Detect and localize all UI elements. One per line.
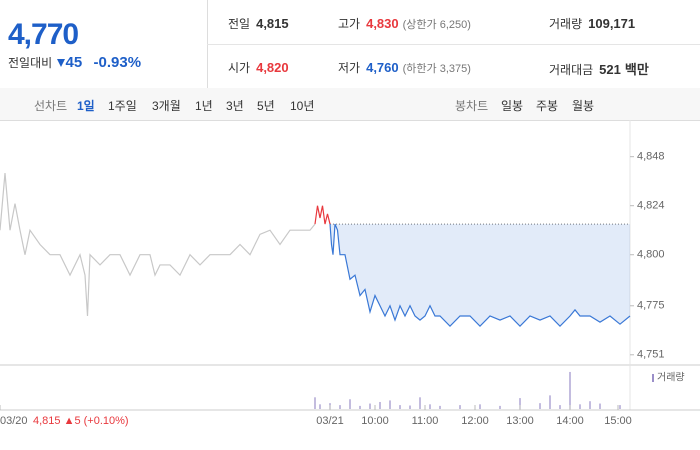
stat-value: 4,815 bbox=[256, 16, 289, 31]
price-line bbox=[329, 223, 631, 328]
x-tick-label: 11:00 bbox=[412, 415, 439, 427]
y-tick-label: 4,751 bbox=[637, 349, 665, 361]
stat-label: 거래대금 bbox=[549, 63, 594, 77]
stat-label: 전일 bbox=[228, 17, 251, 31]
stat-label: 시가 bbox=[228, 61, 251, 75]
x-tick-label: 15:00 bbox=[604, 415, 632, 427]
tab-group-label: 선차트 bbox=[34, 99, 68, 113]
stat-unit: 백만 bbox=[624, 62, 649, 77]
stat-value: 4,820 bbox=[256, 60, 289, 75]
x-tick-label: 13:00 bbox=[506, 415, 534, 427]
tab[interactable]: 1주일 bbox=[108, 99, 137, 113]
change-row: 전일대비 45 -0.93% bbox=[8, 54, 141, 71]
tab[interactable]: 3개월 bbox=[152, 99, 181, 113]
tab[interactable]: 3년 bbox=[226, 99, 244, 113]
stat-note: (하한가 3,375) bbox=[402, 63, 471, 75]
change-value: 45 bbox=[65, 54, 83, 71]
stat: 거래량 109,171 bbox=[549, 15, 635, 32]
x-tick-label: 03/20 bbox=[0, 415, 28, 427]
divider bbox=[207, 44, 700, 45]
area-fill bbox=[330, 224, 630, 327]
y-tick-label: 4,800 bbox=[637, 249, 665, 261]
price-line bbox=[0, 172, 316, 317]
down-icon bbox=[56, 59, 65, 67]
tab[interactable]: 주봉 bbox=[536, 99, 559, 113]
x-tick-label: 12:00 bbox=[461, 415, 489, 427]
tab-group-label: 봉차트 bbox=[455, 99, 489, 113]
change-label: 전일대비 bbox=[8, 56, 53, 70]
legend-swatch bbox=[652, 374, 654, 382]
y-tick-label: 4,824 bbox=[637, 200, 665, 212]
tab[interactable]: 5년 bbox=[257, 99, 275, 113]
price-line bbox=[314, 205, 331, 225]
stat: 시가 4,820 bbox=[228, 59, 289, 76]
stat: 거래대금 521 백만 bbox=[549, 59, 649, 78]
header: 4,770 전일대비 45 -0.93% 전일 4,815 고가 4,830 (상한가 … bbox=[0, 0, 700, 89]
stat: 전일 4,815 bbox=[228, 15, 289, 32]
stat-value: 109,171 bbox=[588, 16, 636, 31]
tab[interactable]: 일봉 bbox=[501, 99, 524, 113]
stat-value: 521 bbox=[599, 62, 621, 77]
stat-note: (상한가 6,250) bbox=[402, 19, 471, 31]
stat: 고가 4,830 (상한가 6,250) bbox=[338, 15, 471, 32]
legend-label: 거래량 bbox=[657, 372, 685, 384]
x-tick-label: 14:00 bbox=[556, 415, 584, 427]
chart: 4,751 4,775 4,800 4,824 4,848 거래량 03/20 03/21 10… bbox=[0, 120, 700, 427]
stat-value: 4,760 bbox=[366, 60, 399, 75]
tab[interactable]: 1년 bbox=[195, 99, 213, 113]
change-percent: -0.93% bbox=[93, 54, 142, 71]
current-price: 4,770 bbox=[8, 18, 79, 51]
tab[interactable]: 10년 bbox=[290, 99, 315, 113]
tab[interactable]: 월봉 bbox=[572, 99, 595, 113]
stat-label: 저가 bbox=[338, 61, 361, 75]
y-tick-label: 4,848 bbox=[637, 151, 665, 163]
stat: 저가 4,760 (하한가 3,375) bbox=[338, 59, 471, 76]
stat-label: 고가 bbox=[338, 17, 361, 31]
stat-label: 거래량 bbox=[549, 17, 583, 31]
x-tick-label: 03/21 bbox=[316, 415, 344, 427]
tab[interactable]: 1일 bbox=[77, 99, 95, 113]
x-tick-label: 10:00 bbox=[361, 415, 389, 427]
period-tabs: 선차트 1일 1주일 3개월 1년 3년 5년 10년 봉차트 일봉 주봉 월봉 bbox=[0, 88, 700, 121]
y-tick-label: 4,775 bbox=[637, 300, 665, 312]
stat-value: 4,830 bbox=[366, 16, 399, 31]
prev-day-summary: 4,815 ▲5 (+0.10%) bbox=[33, 415, 129, 427]
